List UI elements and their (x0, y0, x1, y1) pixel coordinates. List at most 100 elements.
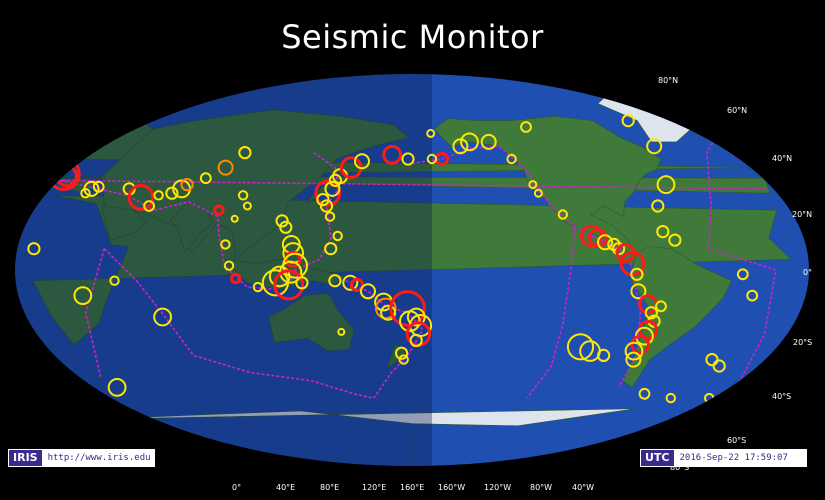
earthquake-marker[interactable] (398, 354, 409, 365)
earthquake-marker[interactable] (109, 275, 120, 286)
earthquake-marker[interactable] (480, 133, 497, 150)
earthquake-marker[interactable] (528, 180, 538, 190)
earthquake-marker[interactable] (107, 378, 127, 397)
earthquake-marker[interactable] (597, 234, 613, 251)
earthquake-marker[interactable] (389, 290, 426, 327)
earthquake-marker[interactable] (401, 152, 415, 166)
earthquake-marker[interactable] (199, 172, 212, 185)
earthquake-marker[interactable] (92, 180, 105, 193)
earthquake-marker[interactable] (242, 201, 252, 211)
earthquake-marker[interactable] (533, 188, 543, 198)
earthquake-marker[interactable] (630, 283, 647, 300)
earthquake-marker[interactable] (230, 272, 242, 285)
longitude-label: 120°E (362, 483, 387, 492)
earthquake-marker[interactable] (426, 153, 438, 165)
earthquake-marker[interactable] (557, 209, 568, 220)
earthquake-marker[interactable] (651, 199, 665, 213)
longitude-label: 160°E (400, 483, 425, 492)
earthquake-marker[interactable] (279, 220, 293, 234)
earthquake-marker[interactable] (406, 307, 426, 327)
earthquake-marker[interactable] (223, 260, 235, 271)
earthquake-marker[interactable] (268, 265, 291, 288)
earthquake-marker[interactable] (324, 180, 341, 197)
earthquake-marker[interactable] (213, 204, 225, 216)
earthquake-marker[interactable] (656, 225, 670, 239)
earthquake-marker[interactable] (382, 144, 403, 165)
iris-logo: IRIS (9, 450, 42, 466)
earthquake-marker[interactable] (409, 333, 423, 347)
earthquake-marker[interactable] (656, 175, 676, 195)
earthquake-marker[interactable] (520, 121, 532, 133)
earthquake-marker[interactable] (220, 239, 231, 250)
earthquake-marker[interactable] (180, 178, 194, 192)
earthquake-marker[interactable] (316, 193, 330, 207)
earthquake-marker[interactable] (638, 387, 651, 400)
earthquake-marker[interactable] (143, 200, 156, 212)
earthquake-marker[interactable] (238, 146, 252, 160)
landmass-arabia (101, 205, 148, 241)
earthquake-marker[interactable] (342, 274, 359, 291)
earthquake-marker[interactable] (625, 351, 642, 368)
earthquake-marker[interactable] (588, 228, 608, 248)
earthquake-marker[interactable] (252, 281, 264, 293)
earthquake-marker[interactable] (295, 276, 309, 290)
earthquake-marker[interactable] (153, 190, 164, 201)
earthquake-marker[interactable] (712, 359, 726, 373)
earthquake-marker[interactable] (619, 250, 646, 277)
landmass-australia (268, 293, 355, 352)
earthquake-marker[interactable] (668, 233, 682, 247)
earthquake-marker[interactable] (597, 348, 611, 362)
earthquake-marker[interactable] (324, 211, 336, 222)
earthquake-marker[interactable] (736, 268, 749, 281)
earthquake-marker[interactable] (314, 179, 342, 207)
earthquake-marker[interactable] (566, 333, 595, 361)
earthquake-marker[interactable] (273, 269, 305, 301)
earthquake-marker[interactable] (380, 304, 397, 321)
earthquake-marker[interactable] (460, 132, 479, 152)
earthquake-marker[interactable] (73, 286, 93, 306)
iris-url[interactable]: http://www.iris.edu (41, 450, 154, 466)
earthquake-marker[interactable] (452, 138, 469, 155)
earthquake-marker[interactable] (230, 214, 239, 223)
earthquake-marker[interactable] (665, 392, 676, 404)
earthquake-marker[interactable] (328, 173, 342, 187)
iris-badge[interactable]: IRIS http://www.iris.edu (8, 449, 155, 467)
earthquake-marker[interactable] (360, 283, 376, 300)
earthquake-marker[interactable] (324, 242, 338, 256)
earthquake-marker[interactable] (621, 114, 635, 128)
earthquake-marker[interactable] (80, 188, 91, 199)
earthquake-marker[interactable] (354, 153, 370, 170)
earthquake-marker[interactable] (127, 184, 155, 211)
utc-timestamp: 2016-Sep-22 17:59:07 (673, 450, 806, 466)
earthquake-marker[interactable] (630, 267, 644, 281)
earthquake-marker[interactable] (319, 199, 334, 213)
earthquake-marker[interactable] (506, 153, 517, 165)
earthquake-marker[interactable] (655, 300, 667, 313)
earthquake-marker[interactable] (426, 128, 436, 138)
earthquake-marker[interactable] (624, 341, 644, 361)
earthquake-marker[interactable] (746, 289, 759, 302)
latitude-label: 20°S (793, 338, 813, 347)
latitude-label: 20°N (792, 210, 813, 219)
earthquake-marker[interactable] (399, 310, 421, 333)
earthquake-marker[interactable] (375, 297, 397, 320)
earthquake-marker[interactable] (27, 242, 41, 256)
plate-boundary-line (345, 279, 424, 399)
earthquake-marker[interactable] (337, 327, 346, 336)
earthquake-marker[interactable] (165, 186, 179, 200)
earthquake-marker[interactable] (275, 214, 289, 228)
earthquake-marker[interactable] (328, 274, 342, 288)
earthquake-marker[interactable] (646, 138, 663, 155)
earthquake-marker[interactable] (153, 307, 173, 327)
earthquake-marker[interactable] (630, 334, 650, 355)
plate-boundary-line (84, 248, 106, 377)
earthquake-marker[interactable] (332, 230, 343, 242)
longitude-label: 80°E (320, 483, 340, 492)
earthquake-marker[interactable] (261, 269, 289, 297)
latitude-label: 80°N (658, 76, 679, 85)
earthquake-marker[interactable] (395, 346, 409, 360)
earthquake-marker[interactable] (644, 306, 658, 320)
earthquake-marker[interactable] (217, 159, 234, 176)
earthquake-marker[interactable] (349, 277, 365, 292)
earthquake-marker[interactable] (237, 190, 249, 201)
